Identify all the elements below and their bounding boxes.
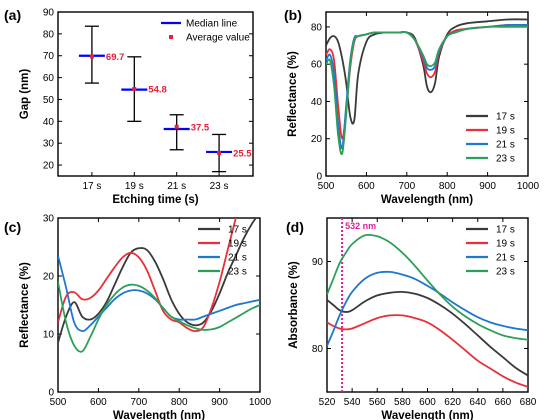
panel-label: (b) — [284, 7, 302, 23]
x-tick-label: 17 s — [82, 181, 101, 192]
y-tick-label: 70 — [43, 51, 55, 62]
series-group — [327, 233, 528, 388]
x-tick-label: 21 s — [167, 181, 186, 192]
x-tick-label: 600 — [90, 397, 107, 408]
y-tick-label: 20 — [43, 161, 55, 172]
y-tick-label: 80 — [43, 29, 55, 40]
x-tick-label: 640 — [469, 397, 486, 408]
x-tick-label: 1000 — [517, 181, 540, 192]
panel-label: (d) — [286, 219, 304, 235]
series-line-17s — [58, 218, 257, 343]
y-tick-label: 50 — [43, 95, 55, 106]
series-line-19s — [58, 218, 237, 333]
series-line-19s — [327, 314, 528, 388]
y-tick-label: 30 — [43, 139, 55, 150]
panel-c: (c) 0 10 20 30 500 600 700 800 900 1000 Wavelength … — [4, 214, 272, 420]
y-tick-label: 80 — [312, 344, 324, 355]
average-value-label: 69.7 — [106, 52, 125, 63]
y-tick-label: 20 — [43, 272, 55, 283]
panel-label: (c) — [4, 219, 21, 235]
x-tick-label: 680 — [520, 397, 537, 408]
y-tick-label: 80 — [311, 22, 323, 33]
series-group — [58, 218, 260, 353]
y-axis-title: Reflectance (%) — [19, 262, 31, 348]
annotation-label: 532 nm — [345, 221, 376, 231]
x-tick-label: 900 — [211, 397, 228, 408]
y-tick-label: 60 — [43, 73, 55, 84]
y-tick-label: 20 — [311, 134, 323, 145]
x-tick-label: 500 — [50, 397, 67, 408]
y-tick-label: 0 — [48, 388, 54, 399]
y-tick-label: 40 — [311, 97, 323, 108]
legend-label: 19 s — [496, 239, 515, 250]
legend-label: Average value — [186, 33, 250, 44]
legend-label: 21 s — [496, 253, 515, 264]
series-line-21s — [327, 270, 528, 347]
series-line-23s — [327, 233, 528, 341]
x-tick-label: 580 — [394, 397, 411, 408]
y-tick-label: 40 — [43, 117, 55, 128]
average-marker — [174, 124, 179, 129]
y-tick-label: 10 — [43, 330, 55, 341]
average-value-label: 37.5 — [191, 122, 210, 133]
panel-d: (d) 80 90 520 540 560 580 600 620 640 660 680 Wavele… — [286, 217, 537, 420]
y-tick-label: 90 — [312, 257, 324, 268]
legend-label: 23 s — [228, 267, 247, 278]
x-tick-label: 1000 — [249, 397, 272, 408]
x-tick-label: 23 s — [210, 181, 229, 192]
x-tick-label: 520 — [319, 397, 336, 408]
legend-label: 19 s — [496, 126, 515, 137]
legend-label: 19 s — [228, 239, 247, 250]
panel-a: (a) 20 30 40 50 60 70 80 90 17 s 19 s 21 s 23 s Etchi… — [4, 7, 254, 206]
y-axis-title: Absorbance (%) — [288, 261, 300, 349]
x-tick-label: 800 — [171, 397, 188, 408]
legend-label: 21 s — [228, 253, 247, 264]
x-axis-title: Wavelength (nm) — [113, 410, 205, 420]
y-axis-title: Reflectance (%) — [287, 51, 299, 137]
series-line-23s — [326, 25, 528, 156]
x-tick-label: 600 — [358, 181, 375, 192]
x-tick-label: 540 — [344, 397, 361, 408]
legend-label: 23 s — [496, 267, 515, 278]
x-tick-label: 700 — [398, 181, 415, 192]
average-marker — [217, 151, 222, 156]
series-group — [326, 18, 528, 156]
plot-frame — [325, 11, 529, 177]
y-tick-label: 90 — [43, 8, 55, 19]
y-tick-label: 60 — [311, 60, 323, 71]
x-tick-label: 620 — [444, 397, 461, 408]
legend-label: Median line — [186, 19, 238, 30]
y-tick-label: 0 — [316, 172, 322, 183]
x-axis-title: Etching time (s) — [112, 194, 198, 206]
series-line-17s — [327, 290, 528, 377]
average-marker — [89, 54, 94, 59]
x-tick-label: 560 — [369, 397, 386, 408]
plot-frame — [57, 11, 254, 177]
x-tick-label: 600 — [419, 397, 436, 408]
x-axis-title: Wavelength (nm) — [381, 410, 473, 420]
legend-label: 17 s — [496, 112, 515, 123]
x-tick-label: 700 — [130, 397, 147, 408]
x-tick-label: 660 — [495, 397, 512, 408]
x-tick-label: 19 s — [125, 181, 144, 192]
average-value-label: 54.8 — [148, 84, 167, 95]
average-marker — [132, 86, 137, 91]
x-axis-title: Wavelength (nm) — [381, 194, 473, 206]
panel-b: (b) 0 20 40 60 80 500 600 700 800 900 1000 Wavelengt… — [284, 7, 540, 206]
y-axis-title: Gap (nm) — [19, 69, 31, 120]
legend-label: 17 s — [228, 225, 247, 236]
x-tick-label: 800 — [439, 181, 456, 192]
legend-swatch-average — [169, 35, 173, 39]
y-tick-label: 30 — [43, 214, 55, 225]
average-value-label: 25.5 — [233, 149, 252, 160]
series-line-23s — [58, 281, 260, 353]
legend-label: 17 s — [496, 225, 515, 236]
x-tick-label: 900 — [479, 181, 496, 192]
x-tick-label: 500 — [318, 181, 335, 192]
legend-label: 21 s — [496, 140, 515, 151]
panel-label: (a) — [4, 7, 21, 23]
legend-label: 23 s — [496, 154, 515, 165]
